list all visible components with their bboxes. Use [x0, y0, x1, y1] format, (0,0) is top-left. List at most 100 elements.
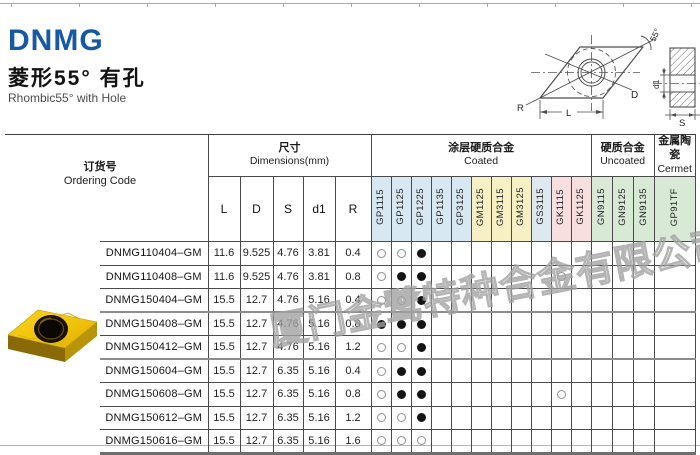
grade-col-header-GN9115: GN9115 [590, 176, 613, 243]
grade-mark-cell [430, 358, 452, 384]
d-dimension-line [544, 53, 633, 91]
ruler-tick [623, 3, 624, 7]
ordering-code-cell: DNMG150612–GM [100, 405, 209, 431]
grade-mark-cell [410, 311, 432, 337]
grade-mark-cell [430, 335, 452, 361]
grade-col-header-GM3115: GM3115 [490, 176, 512, 243]
grade-mark-cell [430, 382, 452, 407]
grade-mark-cell [653, 382, 696, 407]
grade-mark-cell [470, 311, 492, 337]
grade-mark-cell [410, 264, 432, 290]
grade-col-label: GP91TF [668, 187, 680, 226]
grade-mark-cell [390, 429, 412, 455]
grade-col-header-GP1115: GP1115 [370, 176, 392, 243]
grade-col-label: GS3115 [535, 188, 547, 226]
grade-mark-cell [410, 335, 432, 361]
grade-mark-cell [390, 288, 412, 314]
dim-value-cell: 12.7 [239, 335, 274, 361]
availability-dot-open [556, 389, 566, 399]
ordering-code-header-cell [100, 134, 209, 243]
dim-value-cell: 12.7 [239, 405, 274, 431]
grade-mark-cell [470, 241, 492, 266]
grade-col-label: GP1135 [435, 188, 447, 226]
insert-outline [539, 46, 644, 99]
grade-mark-cell [550, 382, 572, 407]
dim-col-header-L: L [207, 176, 241, 243]
grade-mark-cell [470, 335, 492, 361]
group-header-cn: 涂层硬质合金 [448, 142, 515, 155]
availability-dot-open [396, 248, 406, 258]
grade-mark-cell [530, 311, 552, 337]
dim-value-cell: 0.8 [334, 264, 372, 290]
grade-mark-cell [510, 335, 532, 361]
r-leader-line [525, 97, 541, 106]
ruler-tick [147, 3, 148, 7]
ordering-code-cell: DNMG150408–GM [100, 311, 209, 337]
grade-mark-cell [632, 311, 655, 337]
angle-arc [640, 35, 652, 51]
group-header-en: Uncoated [600, 155, 646, 168]
grade-mark-cell [390, 264, 412, 290]
grade-col-header-GP1125: GP1125 [390, 176, 412, 243]
availability-dot-filled [396, 389, 406, 399]
dim-value-cell: 5.16 [302, 382, 336, 407]
availability-dot-open [556, 272, 566, 282]
arrowhead [670, 113, 676, 117]
availability-dot-open [376, 342, 386, 352]
grade-mark-cell [490, 358, 512, 384]
grade-col-label: GP1115 [375, 188, 387, 225]
grade-mark-cell [653, 429, 696, 455]
angle-label: 55° [648, 27, 662, 43]
ruler-tick [11, 3, 12, 7]
grade-mark-cell [653, 358, 696, 384]
dim-col-header-S: S [272, 176, 304, 243]
dim-value-cell: 6.35 [272, 429, 304, 455]
availability-dot-open [376, 295, 386, 305]
dim-value-cell: 12.7 [239, 358, 274, 384]
grade-col-header-GN9135: GN9135 [632, 176, 655, 243]
grade-mark-cell [410, 382, 432, 407]
grade-mark-cell [570, 429, 592, 455]
ordering-code-cell: DNMG150608–GM [100, 382, 209, 407]
grade-mark-cell [590, 382, 613, 407]
grade-mark-cell [490, 288, 512, 314]
availability-dot-open [396, 436, 406, 446]
ruler-tick [215, 3, 216, 7]
availability-dot-filled [396, 366, 406, 376]
grade-mark-cell [611, 429, 634, 455]
table-row: DNMG150404–GM 15.5 12.7 4.76 5.16 0.4 [100, 288, 696, 314]
availability-dot-filled [416, 319, 426, 329]
grade-mark-cell [590, 311, 613, 337]
dim-value-cell: 11.6 [207, 264, 241, 290]
grade-mark-cell [530, 405, 552, 431]
grade-mark-cell [632, 241, 655, 266]
dim-value-cell: 4.76 [272, 241, 304, 266]
group-header-en: Cermet [657, 162, 692, 175]
grade-mark-cell [590, 429, 613, 455]
dim-value-cell: 15.5 [207, 311, 241, 337]
grade-mark-cell [430, 241, 452, 266]
availability-dot-filled [416, 272, 426, 282]
grade-mark-cell [653, 335, 696, 361]
grade-col-label: GM3125 [515, 187, 527, 227]
grade-col-header-GP3125: GP3125 [450, 176, 472, 243]
grade-mark-cell [450, 288, 472, 314]
d-label: D [631, 90, 638, 101]
grade-mark-cell [390, 241, 412, 266]
insert-front-face [8, 335, 65, 362]
availability-dot-open [376, 413, 386, 423]
grade-mark-cell [590, 264, 613, 290]
dim-value-cell: 5.16 [302, 288, 336, 314]
dim-col-header-d1: d1 [302, 176, 336, 243]
dim-value-cell: 3.81 [302, 264, 336, 290]
grade-mark-cell [370, 382, 392, 407]
grade-mark-cell [490, 335, 512, 361]
grade-mark-cell [390, 335, 412, 361]
dim-value-cell: 6.35 [272, 405, 304, 431]
grade-mark-cell [570, 358, 592, 384]
grade-mark-cell [470, 288, 492, 314]
grade-mark-cell [632, 429, 655, 455]
grade-col-header-GP1225: GP1225 [410, 176, 432, 243]
insert-photo [7, 309, 98, 362]
grade-col-header-GM3125: GM3125 [510, 176, 532, 243]
